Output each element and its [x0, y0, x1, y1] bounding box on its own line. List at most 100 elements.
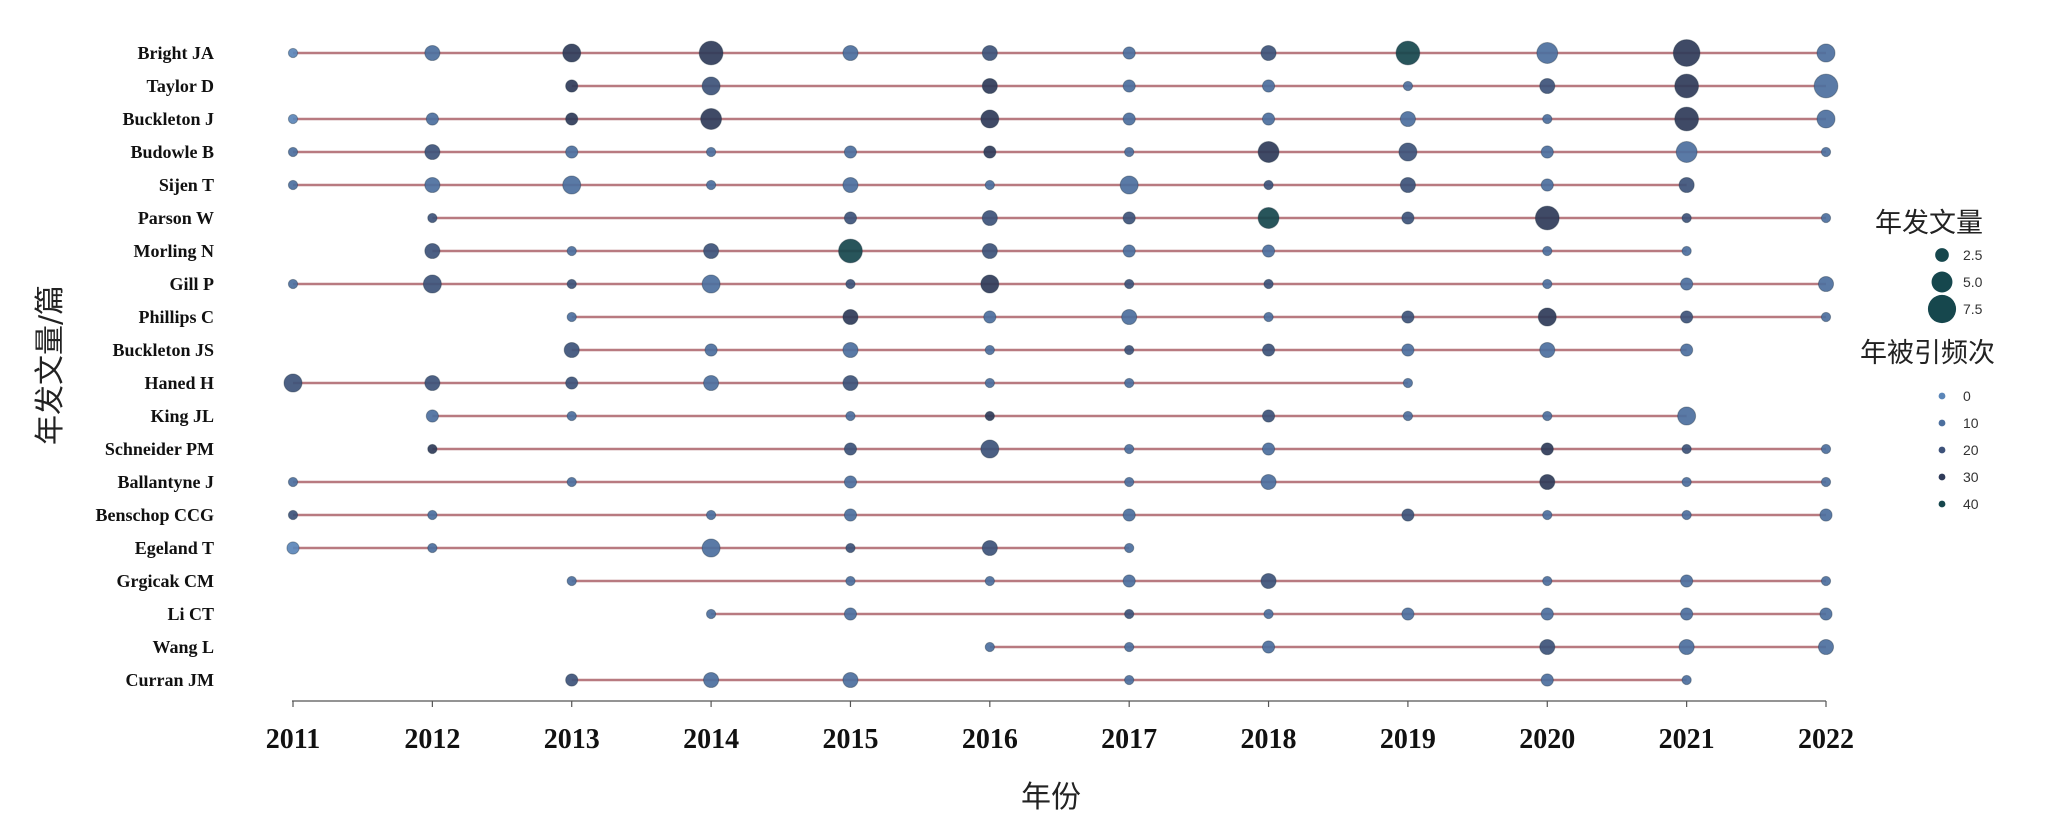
data-point — [1816, 109, 1836, 129]
data-point — [1124, 608, 1135, 620]
author-label: Sijen T — [159, 175, 214, 195]
size-legend-marker — [1927, 294, 1957, 324]
data-point — [845, 542, 856, 554]
data-point — [1119, 175, 1139, 195]
data-point — [287, 509, 299, 521]
data-point — [287, 179, 299, 191]
data-point — [1401, 310, 1415, 324]
data-point — [424, 143, 441, 161]
color-legend-marker — [1938, 392, 1946, 400]
data-point — [1395, 40, 1421, 66]
data-point — [566, 476, 577, 488]
data-point — [566, 245, 577, 257]
size-legend-marker — [1931, 271, 1953, 293]
data-point — [425, 112, 439, 126]
color-legend-label: 10 — [1963, 415, 1979, 431]
author-label: Li CT — [167, 604, 214, 624]
color-legend: 年被引频次 0 10 20 30 40 — [1860, 338, 1995, 512]
data-point — [1820, 311, 1832, 323]
color-legend-marker — [1938, 473, 1946, 481]
author-label: Buckleton JS — [112, 340, 214, 360]
data-point — [1124, 542, 1135, 554]
data-point — [1681, 212, 1692, 224]
author-labels: Bright JA Taylor D Buckleton J Budowle B Sij… — [95, 43, 214, 690]
data-point — [424, 374, 441, 392]
data-point — [703, 242, 720, 260]
author-label: Schneider PM — [105, 439, 214, 459]
data-point — [1542, 575, 1553, 587]
data-point — [845, 278, 856, 290]
data-point — [1820, 146, 1832, 158]
data-point — [980, 439, 1000, 459]
data-point — [287, 47, 299, 59]
data-point — [984, 641, 995, 653]
color-legend-marker — [1938, 446, 1946, 454]
data-point — [1678, 176, 1695, 194]
data-point — [1122, 508, 1136, 522]
data-point — [1672, 39, 1701, 67]
data-point — [1261, 112, 1276, 126]
series-lines — [293, 51, 1826, 682]
author-label: Taylor D — [146, 76, 214, 96]
author-label: Curran JM — [126, 670, 215, 690]
data-point — [1399, 110, 1416, 128]
data-point — [843, 475, 858, 489]
data-point — [842, 374, 859, 392]
data-point — [1261, 244, 1276, 258]
data-point — [705, 146, 717, 158]
author-label: Buckleton J — [122, 109, 214, 129]
data-point — [1681, 443, 1692, 455]
data-point — [565, 79, 579, 93]
data-point — [1124, 377, 1135, 389]
data-point — [1817, 275, 1835, 293]
data-point — [1261, 640, 1276, 654]
size-legend-label: 2.5 — [1963, 247, 1983, 263]
data-point — [1122, 211, 1136, 225]
year-label: 2014 — [683, 724, 739, 755]
data-point — [843, 508, 858, 522]
data-point — [843, 145, 858, 159]
data-point — [701, 538, 721, 558]
data-point — [981, 77, 998, 95]
data-point — [842, 176, 859, 194]
data-point — [1401, 508, 1415, 522]
author-label: King JL — [150, 406, 214, 426]
data-point — [984, 575, 995, 587]
data-point — [1122, 244, 1136, 258]
data-point — [1539, 473, 1556, 491]
data-point — [842, 671, 859, 689]
data-point — [1399, 176, 1416, 194]
data-point — [287, 278, 299, 290]
data-point — [984, 344, 995, 356]
author-label: Morling N — [134, 241, 215, 261]
author-label: Budowle B — [130, 142, 214, 162]
data-point — [1263, 608, 1274, 620]
data-point — [843, 442, 858, 456]
data-point — [983, 145, 997, 159]
data-point — [1678, 638, 1695, 656]
data-point — [1402, 377, 1414, 389]
data-point — [705, 179, 717, 191]
data-point — [1124, 146, 1135, 158]
data-point — [1124, 476, 1135, 488]
author-label: Grgicak CM — [117, 571, 214, 591]
data-point — [566, 311, 577, 323]
data-point — [984, 410, 995, 422]
data-point — [287, 476, 299, 488]
data-point — [843, 211, 858, 225]
data-point — [1261, 409, 1276, 423]
data-point — [1122, 574, 1136, 588]
data-point — [1261, 442, 1276, 456]
size-legend-marker — [1935, 248, 1949, 262]
year-label: 2022 — [1798, 724, 1854, 755]
data-point — [283, 373, 303, 393]
author-label: Ballantyne J — [117, 472, 214, 492]
author-label: Haned H — [144, 373, 214, 393]
data-point — [287, 113, 299, 125]
color-legend-title: 年被引频次 — [1860, 338, 1995, 369]
data-point — [1257, 207, 1280, 229]
data-point — [698, 40, 724, 66]
size-legend-title: 年发文量 — [1875, 208, 1983, 239]
data-point — [984, 377, 995, 389]
